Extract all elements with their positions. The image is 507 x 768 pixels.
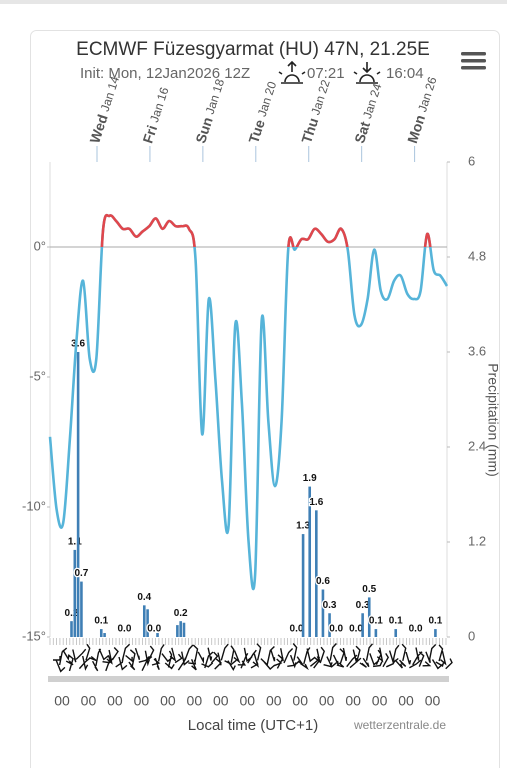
x-tick-label: 00 — [425, 693, 441, 709]
menu-icon[interactable] — [461, 52, 486, 70]
precip-bar — [321, 589, 325, 637]
precip-label: 0.5 — [362, 584, 376, 595]
precip-label: 0.7 — [74, 568, 88, 579]
precip-label: 0.1 — [94, 616, 108, 627]
subtitle: Init: Mon, 12Jan2026 12Z — [80, 65, 250, 82]
wind-barbs — [53, 643, 453, 673]
precip-label: 1.3 — [296, 521, 310, 532]
precip-label: 0.6 — [316, 576, 330, 587]
precip-bar — [315, 510, 318, 637]
y-tick-label: -5° — [29, 368, 46, 383]
sunset-time: 16:04 — [386, 65, 424, 82]
credit: wetterzentrale.de — [353, 718, 446, 732]
precip-bar — [76, 352, 80, 637]
y2-tick-label: 1.2 — [468, 533, 486, 548]
precip-bar — [367, 597, 371, 637]
precip-label: 0.3 — [356, 600, 370, 611]
precip-bar — [156, 633, 159, 637]
x-tick-label: 00 — [160, 693, 176, 709]
precip-bar — [328, 613, 331, 637]
day-name: Thu — [298, 116, 321, 145]
precip-bar — [301, 534, 305, 637]
precip-label: 0.0 — [117, 624, 131, 635]
day-name: Tue — [245, 117, 268, 145]
precip-label: 0.1 — [369, 616, 383, 627]
precip-bar — [308, 486, 312, 637]
wind-band — [48, 676, 449, 682]
y-tick-label: 0° — [34, 238, 46, 253]
precip-label: 1.9 — [303, 473, 317, 484]
precip-label: 1.6 — [309, 497, 323, 508]
temperature-line-above-zero — [100, 213, 432, 248]
x-tick-label: 00 — [81, 693, 97, 709]
precip-label: 0.0 — [409, 624, 423, 635]
x-tick-label: 00 — [319, 693, 335, 709]
precip-bar — [361, 613, 364, 637]
precip-label: 0.0 — [290, 624, 304, 635]
x-tick-label: 00 — [107, 693, 123, 709]
precip-bar — [374, 629, 378, 637]
precip-bar — [80, 581, 83, 637]
sunrise-icon — [278, 60, 306, 84]
precip-bar — [434, 629, 437, 637]
y2-tick-label: 3.6 — [468, 343, 486, 358]
x-tick-label: 00 — [134, 693, 150, 709]
precip-label: 0.0 — [329, 624, 343, 635]
x-tick-label: 00 — [213, 693, 229, 709]
precip-label: 0.1 — [389, 616, 403, 627]
x-tick-label: 00 — [266, 693, 282, 709]
day-name: Sat — [351, 119, 373, 145]
top-bar — [0, 0, 507, 4]
x-tick-label: 00 — [239, 693, 255, 709]
y-tick-label: -10° — [22, 498, 46, 513]
precip-bar — [142, 605, 146, 637]
y-tick-label: -15° — [22, 628, 46, 643]
y2-tick-label: 2.4 — [468, 438, 486, 453]
x-tick-label: 00 — [372, 693, 388, 709]
x-tick-label: 00 — [187, 693, 203, 709]
day-name: Fri — [139, 123, 160, 145]
precip-label: 0.2 — [174, 608, 188, 619]
precip-label: 0.2 — [65, 608, 79, 619]
precip-bar — [182, 622, 186, 637]
precip-bar — [176, 625, 179, 637]
x-axis-label: Local time (UTC+1) — [188, 717, 318, 734]
card — [30, 30, 500, 768]
precip-bar — [146, 609, 149, 637]
y2-tick-label: 0 — [468, 628, 475, 643]
chart-title: ECMWF Füzesgyarmat (HU) 47N, 21.25E — [76, 39, 430, 60]
precip-label: 1.1 — [68, 537, 82, 548]
y2-axis-label: Precipitation (mm) — [485, 363, 501, 477]
x-tick-label: 00 — [292, 693, 308, 709]
x-tick-label: 00 — [398, 693, 414, 709]
x-tick-label: 00 — [54, 693, 70, 709]
sunset-icon — [353, 62, 381, 84]
precip-label: 0.4 — [137, 592, 151, 603]
precip-bar — [179, 621, 182, 637]
precip-label: 0.3 — [323, 600, 337, 611]
precip-bar — [103, 633, 106, 637]
precip-bar — [99, 629, 103, 637]
precip-bar — [70, 621, 73, 637]
y2-tick-label: 4.8 — [468, 248, 486, 263]
precip-bar — [394, 629, 398, 637]
precip-label: 0.0 — [349, 624, 363, 635]
precip-label: 0.1 — [428, 616, 442, 627]
precip-bar — [73, 549, 77, 637]
y2-tick-label: 6 — [468, 153, 475, 168]
precip-label: 0.0 — [147, 624, 161, 635]
sunrise-time: 07:21 — [307, 65, 345, 82]
day-name: Sun — [192, 115, 215, 145]
x-tick-label: 00 — [345, 693, 361, 709]
precip-label: 3.6 — [71, 339, 85, 350]
